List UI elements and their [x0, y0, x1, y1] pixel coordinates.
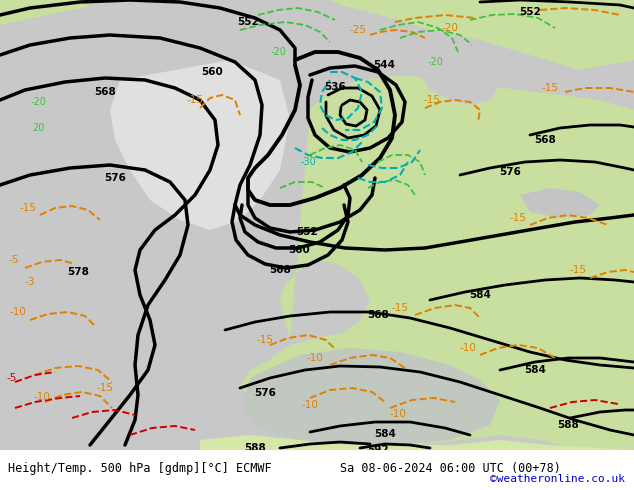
Text: -20: -20: [30, 97, 46, 107]
Polygon shape: [0, 0, 634, 450]
Text: 584: 584: [374, 429, 396, 439]
Text: -15: -15: [96, 383, 113, 393]
Text: -5: -5: [9, 255, 19, 265]
Text: 568: 568: [534, 135, 556, 145]
Polygon shape: [520, 188, 600, 218]
Polygon shape: [240, 75, 634, 450]
Text: -10: -10: [460, 343, 476, 353]
Polygon shape: [245, 348, 500, 445]
Text: -15: -15: [424, 95, 441, 105]
Text: 588: 588: [244, 443, 266, 453]
Text: -15: -15: [392, 303, 408, 313]
Text: 584: 584: [469, 290, 491, 300]
Text: -10: -10: [34, 392, 51, 402]
Polygon shape: [200, 435, 634, 450]
Text: 552: 552: [296, 227, 318, 237]
Text: Height/Temp. 500 hPa [gdmp][°C] ECMWF: Height/Temp. 500 hPa [gdmp][°C] ECMWF: [8, 462, 271, 475]
Text: 552: 552: [237, 17, 259, 27]
Polygon shape: [60, 0, 220, 50]
Text: -15: -15: [186, 95, 204, 105]
Polygon shape: [5, 5, 55, 25]
Text: -3: -3: [25, 277, 36, 287]
Text: 576: 576: [104, 173, 126, 183]
Text: -10: -10: [389, 409, 406, 419]
Polygon shape: [0, 0, 210, 440]
Polygon shape: [255, 330, 460, 445]
Text: -15: -15: [510, 213, 526, 223]
Text: ©weatheronline.co.uk: ©weatheronline.co.uk: [490, 474, 625, 484]
Polygon shape: [420, 70, 500, 105]
Polygon shape: [0, 0, 100, 30]
Text: -5: -5: [7, 373, 17, 383]
Text: 560: 560: [288, 245, 310, 255]
Polygon shape: [330, 0, 634, 70]
Polygon shape: [0, 450, 634, 490]
Text: 20: 20: [32, 123, 44, 133]
Text: 560: 560: [201, 67, 223, 77]
Text: -15: -15: [569, 265, 586, 275]
Polygon shape: [110, 60, 290, 230]
Text: 568: 568: [367, 310, 389, 320]
Text: -30: -30: [300, 157, 316, 167]
Text: -10: -10: [302, 400, 318, 410]
Text: 578: 578: [67, 267, 89, 277]
Text: -20: -20: [270, 47, 286, 57]
Text: 552: 552: [519, 7, 541, 17]
Text: 592: 592: [367, 445, 389, 455]
Text: 576: 576: [254, 388, 276, 398]
Text: 568: 568: [94, 87, 116, 97]
Text: 544: 544: [373, 60, 395, 70]
Text: -15: -15: [541, 83, 559, 93]
Text: 588: 588: [557, 420, 579, 430]
Text: 584: 584: [524, 365, 546, 375]
Text: Sa 08-06-2024 06:00 UTC (00+78): Sa 08-06-2024 06:00 UTC (00+78): [340, 462, 561, 475]
Text: -20: -20: [441, 23, 458, 33]
Text: 568: 568: [269, 265, 291, 275]
Text: -20: -20: [427, 57, 443, 67]
Text: -10: -10: [307, 353, 323, 363]
Text: -25: -25: [349, 25, 366, 35]
Text: -15: -15: [20, 203, 37, 213]
Text: 536: 536: [324, 82, 346, 92]
Text: 576: 576: [499, 167, 521, 177]
Text: -15: -15: [257, 335, 273, 345]
Text: -10: -10: [10, 307, 27, 317]
